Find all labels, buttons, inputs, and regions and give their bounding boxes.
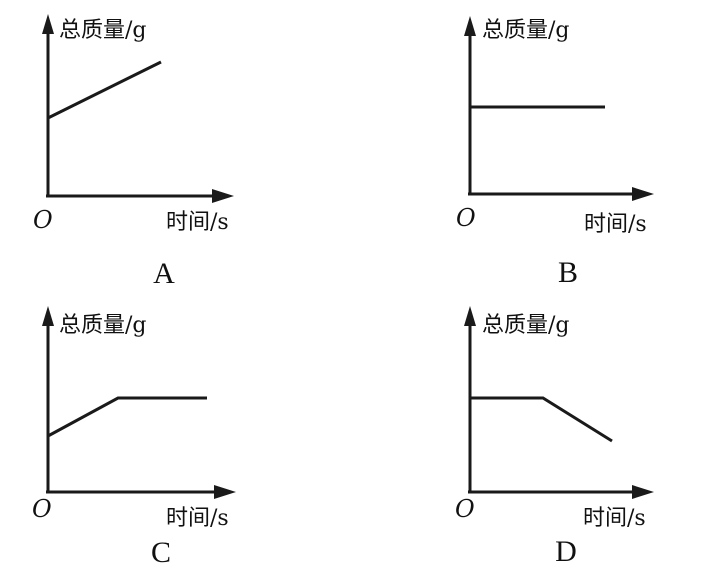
y-axis-label: 总质量/g <box>482 18 570 43</box>
x-axis-arrow <box>632 485 654 499</box>
panel-letter: C <box>151 536 171 569</box>
origin-label: O <box>455 495 475 523</box>
panel-c: 总质量/g O 时间/s C <box>32 306 236 569</box>
x-axis-arrow <box>214 485 236 499</box>
mass-line <box>47 396 207 438</box>
y-axis-label: 总质量/g <box>59 18 147 43</box>
y-axis-arrow <box>42 306 54 326</box>
origin-label: O <box>33 206 53 234</box>
x-axis-arrow <box>212 189 234 203</box>
panel-letter: A <box>153 257 175 290</box>
y-axis-label: 总质量/g <box>482 313 570 338</box>
y-axis-arrow <box>42 14 54 34</box>
y-axis-arrow <box>464 306 476 326</box>
panel-a: 总质量/g O 时间/s A <box>33 14 234 290</box>
mass-line <box>47 60 162 120</box>
mass-line <box>470 396 613 443</box>
x-axis-label: 时间/s <box>584 212 647 237</box>
panel-d: 总质量/g O 时间/s D <box>455 306 654 568</box>
x-axis-arrow <box>632 187 654 201</box>
y-axis-label: 总质量/g <box>59 313 147 338</box>
panel-b: 总质量/g O 时间/s B <box>456 16 654 289</box>
x-axis-label: 时间/s <box>166 506 229 531</box>
panel-letter: B <box>558 256 578 289</box>
y-axis-arrow <box>464 16 476 36</box>
panel-letter: D <box>555 535 577 568</box>
x-axis-label: 时间/s <box>166 210 229 235</box>
origin-label: O <box>456 204 476 232</box>
x-axis-label: 时间/s <box>583 506 646 531</box>
origin-label: O <box>32 495 52 523</box>
